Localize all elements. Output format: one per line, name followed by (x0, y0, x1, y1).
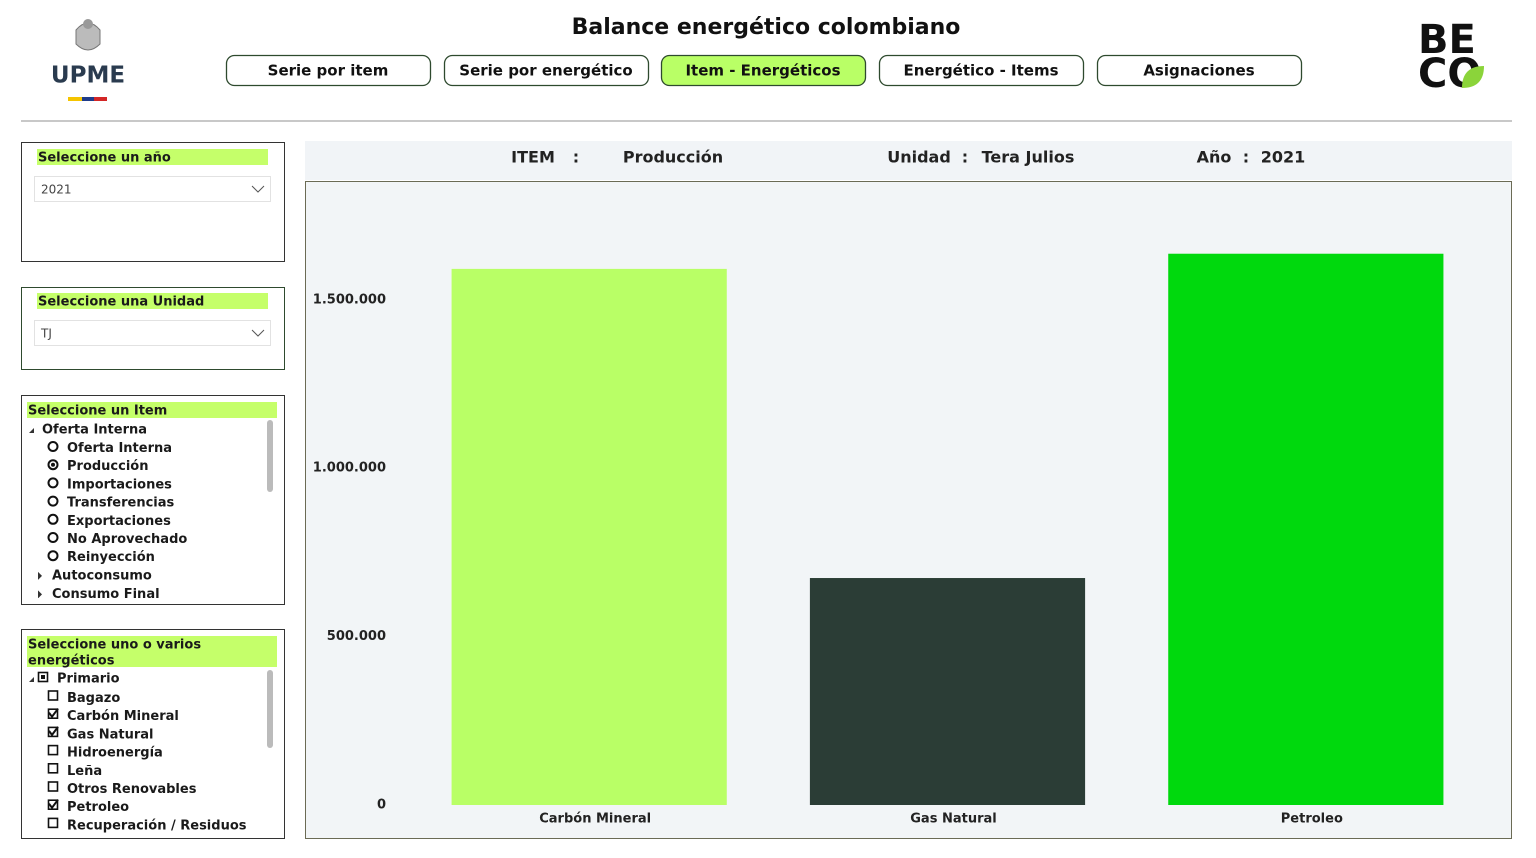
label-bg (27, 636, 277, 667)
chevron (251, 185, 265, 193)
info-value: 2021 (1261, 148, 1306, 167)
scrollbar[interactable] (267, 420, 273, 492)
filter-label: energéticos (28, 654, 115, 669)
tab-label: Energético - Items (903, 62, 1058, 80)
chevron (251, 329, 265, 337)
group-name: Oferta Interna (42, 423, 147, 438)
expand-arrow[interactable] (29, 428, 34, 433)
logo-line: BE (1418, 17, 1476, 63)
x-tick-label: Carbón Mineral (539, 812, 651, 827)
checkmark (48, 799, 59, 810)
option: Recuperación / Residuos (67, 818, 247, 833)
radio[interactable] (47, 441, 59, 452)
bar[interactable] (809, 578, 1086, 805)
option: Bagazo (67, 691, 120, 706)
label-bg (27, 402, 277, 418)
tab[interactable] (1096, 54, 1303, 87)
option: Transferencias (67, 496, 175, 511)
dropdown-value: 2021 (41, 183, 72, 197)
tab-label: Asignaciones (1143, 62, 1254, 80)
option: Otros Renovables (67, 782, 197, 797)
x-tick-label: Petroleo (1281, 812, 1343, 827)
info-bar (305, 141, 1512, 180)
checkbox[interactable] (47, 744, 59, 756)
filter-label: Seleccione un año (38, 151, 171, 166)
option: Leña (67, 764, 102, 779)
y-tick-label: 1.500.000 (313, 292, 386, 307)
label-bg (37, 149, 268, 165)
beco-logo: BE CO (1418, 17, 1484, 97)
option: Hidroenergía (67, 746, 163, 761)
option: Exportaciones (67, 514, 171, 529)
info-label: Unidad (887, 148, 951, 167)
tab-label: Serie por energético (459, 62, 632, 80)
option: Importaciones (67, 477, 172, 492)
tab[interactable] (225, 54, 432, 87)
item-panel (21, 395, 285, 605)
upme-logo: UPME (51, 19, 125, 101)
group-name: Primario (57, 672, 120, 687)
info-value: Producción (623, 148, 723, 167)
filter-label: Seleccione uno o varios (28, 638, 201, 653)
tab[interactable] (443, 54, 650, 87)
x-tick-label: Gas Natural (910, 812, 996, 827)
dropdown-value: TJ (40, 327, 52, 341)
checkbox[interactable] (47, 817, 59, 829)
filter-label: Seleccione una Unidad (38, 295, 204, 310)
checkbox[interactable] (47, 762, 59, 774)
label-bg (37, 293, 268, 309)
tab-label: Serie por item (268, 62, 389, 80)
separator: : (573, 148, 579, 167)
option: Gas Natural (67, 727, 153, 742)
dropdown[interactable] (34, 176, 271, 202)
filter-label: Seleccione un Item (28, 404, 167, 419)
y-tick-label: 500.000 (327, 629, 386, 644)
checkbox[interactable] (47, 726, 59, 738)
page-title: Balance energético colombiano (572, 15, 961, 40)
info-value: Tera Julios (982, 148, 1075, 167)
expand-arrow[interactable] (29, 677, 34, 682)
option: Petroleo (67, 800, 129, 815)
option: Oferta Interna (67, 441, 172, 456)
tab-label: Item - Energéticos (685, 62, 840, 80)
option: Producción (67, 459, 149, 474)
radio[interactable] (47, 532, 59, 543)
bar[interactable] (451, 268, 727, 805)
checkbox[interactable] (47, 690, 59, 701)
checkmark (48, 708, 59, 719)
option: Reinyección (67, 550, 155, 565)
radio-dot (51, 462, 55, 467)
info-label: Año (1197, 148, 1232, 167)
collapse-arrow[interactable] (38, 571, 42, 580)
checkbox[interactable] (47, 708, 59, 720)
radio[interactable] (47, 513, 59, 525)
y-tick-label: 0 (377, 798, 386, 813)
option: No Aprovechado (67, 532, 187, 547)
group-name: Autoconsumo (52, 568, 152, 583)
checkbox[interactable] (47, 799, 59, 811)
bar[interactable] (1168, 253, 1444, 805)
separator: : (1243, 148, 1249, 167)
y-tick-label: 1.000.000 (313, 461, 386, 476)
tab[interactable] (660, 54, 867, 87)
checkbox[interactable] (47, 781, 59, 792)
tab[interactable] (878, 54, 1085, 87)
info-label: ITEM (511, 148, 555, 167)
logo-text: UPME (51, 63, 125, 89)
checkmark (48, 726, 59, 737)
group-name: Consumo Final (52, 587, 160, 602)
check-partial (41, 675, 45, 679)
dropdown[interactable] (34, 320, 271, 346)
radio[interactable] (47, 495, 59, 507)
option: Carbón Mineral (67, 709, 179, 724)
scrollbar[interactable] (267, 670, 273, 748)
separator: : (962, 148, 968, 167)
collapse-arrow[interactable] (38, 590, 42, 598)
radio[interactable] (47, 477, 59, 489)
radio[interactable] (47, 550, 59, 562)
